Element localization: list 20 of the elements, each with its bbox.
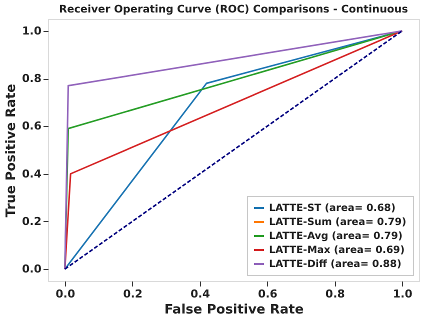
y-tick-label: 0.6	[22, 120, 42, 133]
x-tick-label: 0.8	[325, 288, 345, 300]
x-tick-label: 0.0	[56, 288, 76, 300]
legend-label: LATTE-Avg (area= 0.79)	[269, 231, 403, 242]
legend-label: LATTE-Sum (area= 0.79)	[269, 217, 406, 228]
y-tick-label: 1.0	[22, 24, 42, 38]
x-tick-label: 0.2	[123, 288, 143, 300]
y-tick-label: 0.4	[22, 167, 42, 180]
x-axis-title: False Positive Rate	[164, 302, 304, 318]
y-tick-label: 0.0	[22, 262, 42, 276]
legend-label: LATTE-Diff (area= 0.88)	[269, 259, 402, 270]
legend-label: LATTE-ST (area= 0.68)	[269, 203, 396, 214]
legend-label: LATTE-Max (area= 0.69)	[269, 245, 405, 256]
chart-title: Receiver Operating Curve (ROC) Comparisons - Continuous	[59, 4, 408, 16]
x-tick-label: 1.0	[392, 288, 413, 300]
y-tick-label: 0.8	[22, 72, 42, 86]
x-tick-label: 0.4	[190, 288, 210, 300]
y-tick-label: 0.2	[22, 214, 42, 228]
y-axis-title: True Positive Rate	[4, 84, 20, 218]
x-tick-label: 0.6	[258, 288, 278, 300]
